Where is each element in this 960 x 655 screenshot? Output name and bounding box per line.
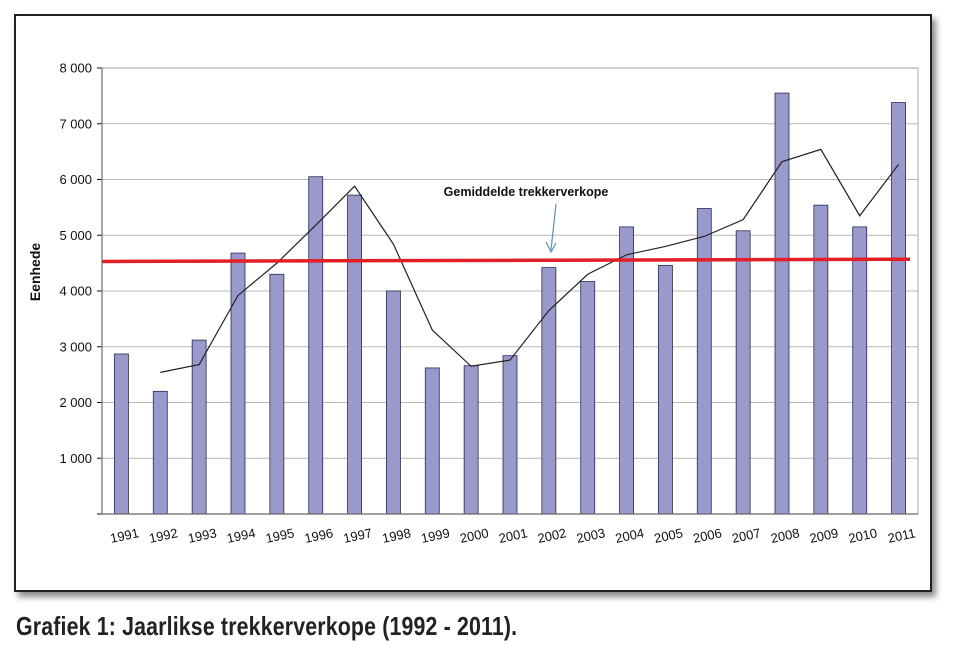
bar-2008	[774, 92, 790, 515]
annotation-label: Gemiddelde trekkerverkope	[444, 185, 609, 199]
axes	[101, 67, 919, 515]
bar-2011	[891, 102, 906, 515]
bar-1996	[308, 176, 324, 515]
x-tick-label: 1991	[109, 525, 140, 546]
y-axis-label: Eenhede	[27, 243, 43, 302]
x-tick-label: 1994	[225, 525, 256, 546]
x-tick-label: 1996	[303, 525, 334, 546]
bar-2010	[852, 226, 868, 515]
annotation-arrowhead	[545, 241, 557, 254]
bar-1994	[230, 252, 246, 515]
figure-caption: Grafiek 1: Jaarlikse trekkerverkope (199…	[16, 611, 518, 641]
bar-2004	[619, 226, 634, 515]
x-tick-label: 2010	[847, 525, 878, 546]
x-tick-label: 2001	[497, 525, 528, 546]
bar-2009	[813, 204, 829, 515]
bar-chart: 1 000 2 000 3 000 4 000 5 000 6 000 7 000 8 000…	[27, 61, 919, 546]
x-tick-label: 1995	[264, 525, 295, 546]
trend-polyline	[160, 148, 900, 373]
x-tick-label: 2008	[769, 525, 800, 546]
bar-1999	[424, 367, 440, 515]
bar-1995	[269, 273, 285, 515]
x-tick-label: 1998	[381, 525, 412, 546]
y-tick-label: 2 000	[59, 395, 92, 410]
y-tick-label: 4 000	[59, 284, 92, 299]
bar-2000	[463, 365, 479, 515]
x-tick-label: 2002	[536, 525, 567, 546]
bar-1998	[386, 290, 401, 515]
y-tick-label: 8 000	[59, 61, 92, 76]
trend-line	[160, 148, 900, 373]
bar-2005	[658, 264, 673, 515]
y-tick-labels: 1 000 2 000 3 000 4 000 5 000 6 000 7 000 8 000	[59, 61, 92, 466]
average-line	[101, 257, 911, 264]
x-tick-label: 1999	[420, 525, 451, 546]
bars	[114, 92, 906, 515]
bar-1992	[152, 390, 168, 515]
x-tick-label: 2011	[886, 525, 916, 545]
x-tick-label: 2005	[653, 525, 684, 546]
x-tick-label: 1993	[187, 525, 218, 546]
average-annotation: Gemiddelde trekkerverkope	[444, 185, 609, 254]
y-tick-label: 1 000	[59, 451, 92, 466]
bar-2003	[580, 281, 596, 515]
average-red-line	[101, 257, 911, 264]
bar-2002	[541, 267, 557, 515]
x-tick-label: 2003	[575, 525, 606, 546]
x-tick-label: 1997	[342, 525, 373, 546]
annotation-arrow	[550, 203, 557, 251]
y-tick-label: 5 000	[59, 228, 92, 243]
x-tick-label: 2006	[692, 525, 723, 546]
x-tick-label: 2007	[731, 525, 762, 546]
x-tick-label: 2004	[614, 525, 645, 546]
x-tick-label: 2000	[459, 525, 490, 546]
bar-2007	[735, 230, 751, 515]
x-tick-label: 1992	[148, 525, 179, 546]
x-tick-labels: 1991 1992 1993 1994 1995 1996 1997 1998 1999 2000…	[109, 525, 917, 546]
y-tick-label: 3 000	[59, 339, 92, 354]
y-tick-label: 7 000	[59, 116, 92, 131]
bar-1991	[114, 353, 129, 515]
plot-border	[101, 67, 919, 515]
y-tick-label: 6 000	[59, 172, 92, 187]
x-tick-label: 2009	[808, 525, 839, 546]
bar-2001	[502, 355, 518, 515]
bar-2006	[696, 208, 712, 515]
bar-1997	[347, 194, 362, 515]
